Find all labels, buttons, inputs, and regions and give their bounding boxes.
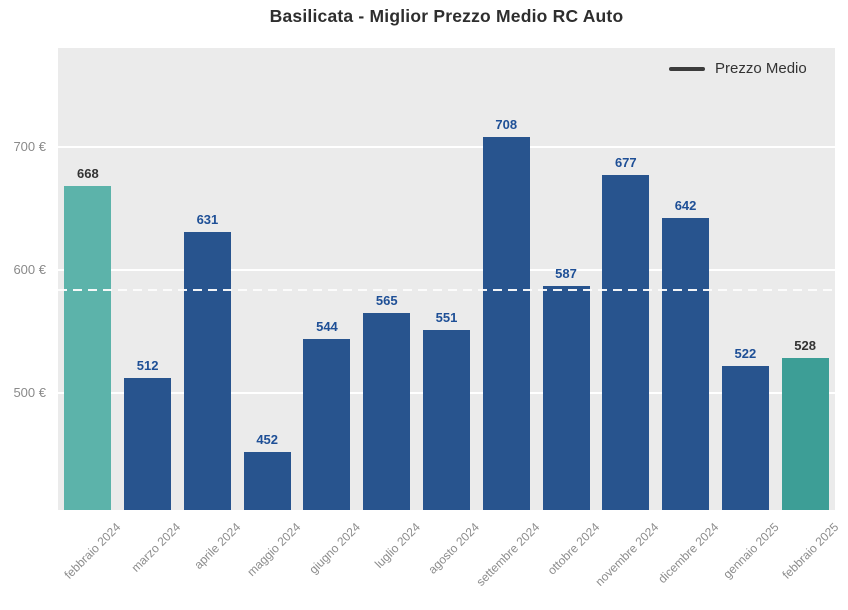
y-tick-label: 700 € (13, 138, 46, 154)
y-tick-label: 600 € (13, 261, 46, 277)
bar-value-label: 512 (136, 358, 159, 374)
x-tick-label: maggio 2024 (244, 520, 304, 579)
x-tick-label: marzo 2024 (128, 520, 184, 575)
gridline (58, 145, 835, 148)
bar-value-label: 587 (555, 265, 577, 281)
bar-value-label: 631 (196, 211, 219, 227)
y-tick-label: 500 € (13, 384, 46, 400)
bar-value-label: 522 (734, 345, 757, 361)
x-tick-label: giugno 2024 (306, 520, 363, 577)
bar-marzo-2024 (124, 378, 172, 510)
bar-value-label: 528 (794, 338, 816, 354)
bar-value-label: 668 (77, 165, 99, 181)
bar-febbraio-2024 (64, 185, 112, 510)
x-tick-label: settembre 2024 (473, 520, 543, 589)
bar-gennaio-2025 (721, 365, 769, 510)
bar-value-label: 565 (375, 292, 398, 308)
bar-value-label: 551 (435, 310, 458, 326)
bar-value-label: 452 (256, 432, 279, 448)
bar-agosto-2024 (423, 330, 470, 510)
x-tick-label: novembre 2024 (592, 520, 662, 589)
bar-value-label: 708 (495, 116, 518, 132)
x-tick-label: agosto 2024 (425, 520, 483, 577)
x-tick-label: febbraio 2025 (779, 520, 842, 582)
x-tick-label: aprile 2024 (191, 520, 244, 572)
legend: Prezzo Medio (669, 60, 807, 77)
bar-febbraio-2025 (781, 358, 829, 510)
bar-maggio-2024 (243, 452, 291, 510)
bar-giugno-2024 (303, 338, 351, 510)
x-tick-label: ottobre 2024 (544, 520, 602, 578)
chart-title: Basilicata - Miglior Prezzo Medio RC Aut… (269, 6, 624, 26)
bar-value-label: 642 (674, 198, 697, 214)
bar-novembre-2024 (602, 174, 650, 510)
bar-value-label: 544 (316, 318, 338, 334)
bar-aprile-2024 (183, 231, 231, 510)
legend-label: Prezzo Medio (715, 60, 807, 77)
bar-ottobre-2024 (542, 285, 590, 510)
bar-value-label: 677 (614, 154, 637, 170)
bar-luglio-2024 (363, 312, 411, 510)
average-line (58, 288, 835, 291)
x-tick-label: dicembre 2024 (655, 520, 722, 587)
x-tick-label: gennaio 2025 (719, 520, 782, 582)
legend-line-icon (669, 66, 705, 71)
bar-dicembre-2024 (662, 218, 710, 510)
plot-area (58, 48, 835, 510)
gridline (58, 268, 835, 271)
bar-settembre-2024 (482, 136, 530, 510)
x-tick-label: luglio 2024 (371, 520, 423, 571)
x-tick-label: febbraio 2024 (61, 520, 124, 582)
